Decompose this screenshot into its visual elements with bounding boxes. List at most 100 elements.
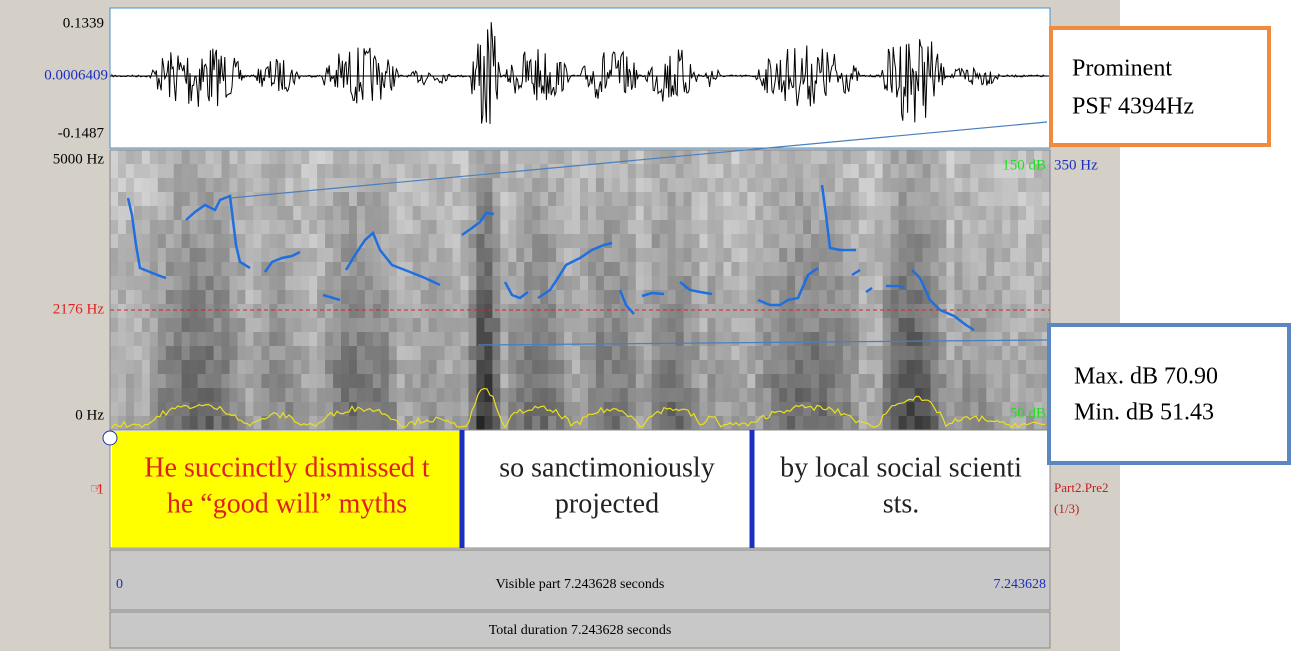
spectrogram-cell xyxy=(851,290,860,305)
spectrogram-cell xyxy=(660,178,669,193)
spectrogram-cell xyxy=(556,220,565,235)
interval-text[interactable]: projected xyxy=(555,488,659,519)
spectrogram-cell xyxy=(110,234,119,249)
spectrogram-cell xyxy=(1042,234,1051,249)
interval-text[interactable]: by local social scienti xyxy=(780,452,1022,483)
spectrogram-cell xyxy=(564,290,573,305)
spectrogram-cell xyxy=(859,220,868,235)
spectrogram-cell xyxy=(962,234,971,249)
spectrogram-cell xyxy=(827,206,836,221)
spectrogram-cell xyxy=(126,276,135,291)
spectrogram-cell xyxy=(230,178,239,193)
interval-text[interactable]: so sanctimoniously xyxy=(499,452,714,483)
spectrogram-cell xyxy=(875,192,884,207)
spectrogram-cell xyxy=(803,416,812,431)
spectrogram-cell xyxy=(739,150,748,165)
spectrogram-cell xyxy=(970,332,979,347)
spectrogram-cell xyxy=(731,248,740,263)
spectrogram-cell xyxy=(453,290,462,305)
interval-text[interactable]: he “good will” myths xyxy=(167,488,407,519)
spectrogram-cell xyxy=(484,192,493,207)
spectrogram-cell xyxy=(556,234,565,249)
interval-text[interactable]: sts. xyxy=(883,488,920,519)
spectrogram-cell xyxy=(126,388,135,403)
spectrogram-cell xyxy=(636,360,645,375)
spectrogram-cell xyxy=(883,290,892,305)
spectrogram-cell xyxy=(110,248,119,263)
spectrogram-cell xyxy=(421,402,430,417)
spectrogram-cell xyxy=(357,374,366,389)
spectrogram-cell xyxy=(891,262,900,277)
spectrogram-cell xyxy=(150,318,159,333)
spectrogram-cell xyxy=(556,206,565,221)
spectrogram-cell xyxy=(166,290,175,305)
spectrogram-cell xyxy=(986,164,995,179)
spectrogram-cell xyxy=(644,360,653,375)
spectrogram-cell xyxy=(1018,220,1027,235)
spectrogram-cell xyxy=(899,318,908,333)
spectrogram-cell xyxy=(1002,374,1011,389)
spectrogram-cell xyxy=(1010,360,1019,375)
spectrogram-cell xyxy=(238,374,247,389)
spectrogram-cell xyxy=(843,318,852,333)
spectrogram-cell xyxy=(700,150,709,165)
spectrogram-cell xyxy=(747,248,756,263)
spectrogram-cell xyxy=(373,374,382,389)
spectrogram-cell xyxy=(492,276,501,291)
spectrogram-cell xyxy=(182,360,191,375)
spectrogram-cell xyxy=(437,374,446,389)
spectrogram-cell xyxy=(572,150,581,165)
spectrogram-cell xyxy=(819,150,828,165)
spectrogram-cell xyxy=(532,360,541,375)
spectrogram-cell xyxy=(524,388,533,403)
spectrogram-cell xyxy=(500,192,509,207)
spectrogram-cell xyxy=(628,318,637,333)
spectrogram-cell xyxy=(492,416,501,431)
spectrogram-cell xyxy=(628,192,637,207)
spectrogram-cell xyxy=(421,220,430,235)
spectrogram-cell xyxy=(564,388,573,403)
spectrogram-cell xyxy=(341,234,350,249)
spectrogram-cell xyxy=(492,248,501,263)
spectrogram-cell xyxy=(317,360,326,375)
spectrogram-cell xyxy=(150,192,159,207)
tier-handle[interactable] xyxy=(103,431,117,445)
spectrogram-cell xyxy=(285,290,294,305)
spectrogram-cell xyxy=(484,304,493,319)
spectrogram-cell xyxy=(389,234,398,249)
spectrogram-cell xyxy=(931,150,940,165)
spectrogram-cell xyxy=(708,318,717,333)
spectrogram-cell xyxy=(301,332,310,347)
spectrogram-cell xyxy=(843,178,852,193)
spectrogram-cell xyxy=(763,192,772,207)
spectrogram-cell xyxy=(668,178,677,193)
spectrogram-cell xyxy=(564,304,573,319)
spectrogram-cell xyxy=(293,402,302,417)
spectrogram-cell xyxy=(1018,360,1027,375)
interval-text[interactable]: He succinctly dismissed t xyxy=(144,452,430,483)
spectrogram-cell xyxy=(747,262,756,277)
spectrogram-cell xyxy=(492,346,501,361)
spectrogram-cell xyxy=(954,262,963,277)
spectrogram-cell xyxy=(508,248,517,263)
spectrogram-cell xyxy=(309,150,318,165)
spectrogram-cell xyxy=(453,192,462,207)
tier-name: Part2.Pre2 xyxy=(1054,480,1109,495)
spectrogram-cell xyxy=(747,304,756,319)
spectrogram-cell xyxy=(747,220,756,235)
spectrogram-cell xyxy=(962,178,971,193)
spectrogram-cell xyxy=(692,178,701,193)
spectrogram-cell xyxy=(437,388,446,403)
spectrogram-cell xyxy=(668,290,677,305)
spectrogram-cell xyxy=(795,150,804,165)
spectrogram-cell xyxy=(939,234,948,249)
spectrogram-cell xyxy=(317,290,326,305)
tier-number: 1 xyxy=(97,481,105,497)
spectrogram-cell xyxy=(939,164,948,179)
spectrogram-cell xyxy=(556,164,565,179)
spectrogram-cell xyxy=(715,416,724,431)
spectrogram-cell xyxy=(644,262,653,277)
spectrogram-cell xyxy=(142,192,151,207)
spectrogram-cell xyxy=(684,290,693,305)
spectrogram-cell xyxy=(437,346,446,361)
